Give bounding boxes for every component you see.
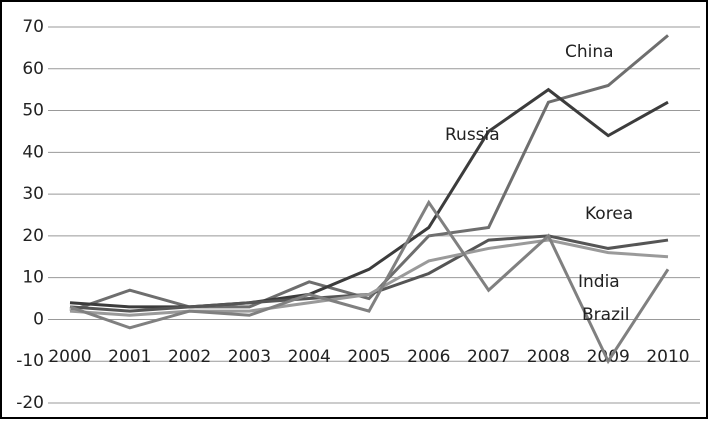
y-tick-label: 30 <box>22 184 44 204</box>
y-tick-label: 60 <box>22 59 44 79</box>
y-tick-label: 40 <box>22 142 44 162</box>
series-line <box>69 199 670 365</box>
series-label: China <box>565 42 614 62</box>
y-tick-label: 10 <box>22 268 44 288</box>
y-tick-label: 50 <box>22 101 44 121</box>
series-label: Korea <box>585 204 633 224</box>
y-tick-label: 70 <box>22 17 44 37</box>
y-tick-label: -10 <box>16 351 44 371</box>
x-tick-label: 2010 <box>646 347 689 367</box>
x-tick-label: 2002 <box>168 347 211 367</box>
series-label: Russia <box>445 125 500 145</box>
series-label: India <box>578 272 620 292</box>
x-tick-label: 2008 <box>527 347 570 367</box>
series-line <box>69 238 669 317</box>
y-tick-label: 20 <box>22 226 44 246</box>
x-tick-label: 2001 <box>108 347 151 367</box>
x-tick-label: 2003 <box>228 347 271 367</box>
x-tick-label: 2006 <box>407 347 450 367</box>
series-label: Brazil <box>582 305 629 325</box>
x-tick-label: 2000 <box>48 347 91 367</box>
y-tick-label: -20 <box>16 393 44 413</box>
x-tick-label: 2005 <box>347 347 390 367</box>
x-tick-label: 2009 <box>587 347 630 367</box>
y-tick-label: 0 <box>33 309 44 329</box>
series-line <box>69 34 669 313</box>
x-tick-label: 2007 <box>467 347 510 367</box>
x-tick-label: 2004 <box>288 347 331 367</box>
